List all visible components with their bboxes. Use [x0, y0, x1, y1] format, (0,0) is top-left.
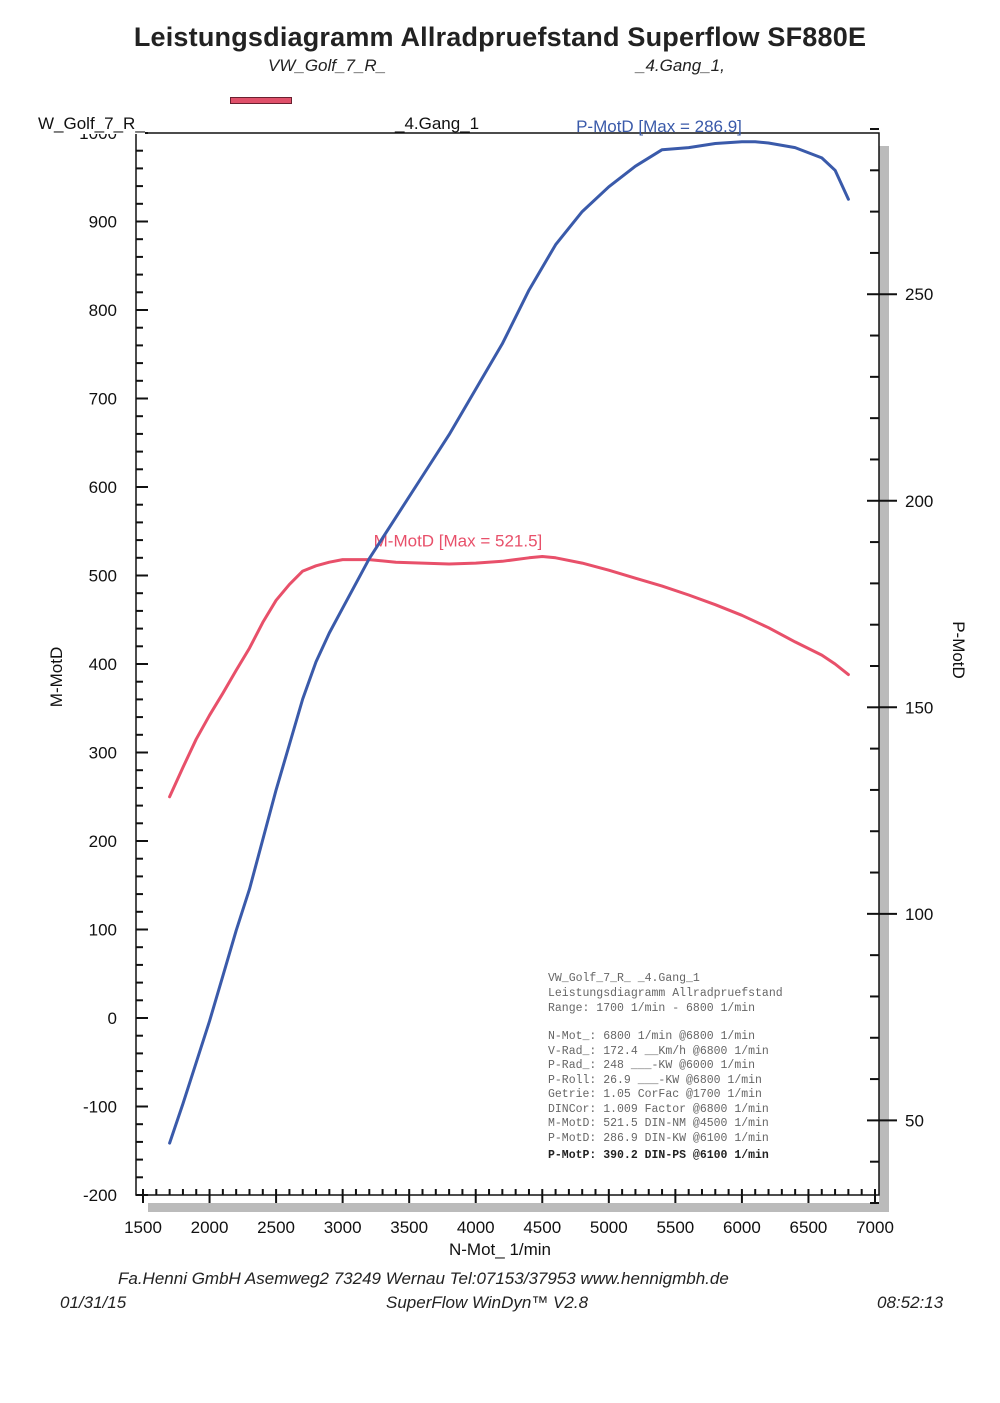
y-left-tick-label: -100 [83, 1098, 117, 1117]
y-right-tick-label: 100 [905, 905, 933, 924]
footer-company: Fa.Henni GmbH Asemweg2 73249 Wernau Tel:… [118, 1269, 729, 1288]
y-left-tick-label: -200 [83, 1186, 117, 1205]
info-row: DINCor: 1.009 Factor @6800 1/min [548, 1103, 769, 1116]
info-highlight-row: P-MotP: 390.2 DIN-PS @6100 1/min [548, 1149, 769, 1162]
info-row: P-Rad_: 248 ___-KW @6000 1/min [548, 1059, 756, 1072]
y-right-tick-label: 150 [905, 698, 933, 717]
x-tick-label: 6500 [790, 1218, 828, 1237]
bottom-axis-strip [148, 1203, 889, 1212]
x-tick-label: 3000 [324, 1218, 362, 1237]
y-left-tick-label: 900 [89, 213, 117, 232]
y-left-axis-title: M-MotD [47, 647, 66, 707]
series-annotation-p-motd: P-MotD [Max = 286.9] [576, 117, 742, 136]
x-tick-label: 5000 [590, 1218, 628, 1237]
y-right-axis-title: P-MotD [949, 621, 968, 679]
series-annotation-m-motd: M-MotD [Max = 521.5] [374, 531, 543, 550]
frame-vehicle-label: W_Golf_7_R_ [38, 114, 145, 134]
info-header-line: Leistungsdiagramm Allradpruefstand [548, 987, 783, 1000]
plot-frame [135, 132, 880, 1196]
info-header-line: VW_Golf_7_R_ _4.Gang_1 [548, 972, 700, 985]
chart-title: Leistungsdiagramm Allradpruefstand Super… [133, 22, 867, 52]
y-left-tick-label: 0 [108, 1009, 117, 1028]
x-tick-label: 2500 [257, 1218, 295, 1237]
gear-subtitle: _4.Gang_1, [636, 56, 725, 75]
info-row: P-MotD: 286.9 DIN-KW @6100 1/min [548, 1132, 769, 1145]
x-axis-title: N-Mot_ 1/min [449, 1240, 551, 1259]
x-tick-label: 3500 [390, 1218, 428, 1237]
x-tick-label: 4500 [523, 1218, 561, 1237]
right-axis-strip [879, 146, 889, 1204]
y-left-tick-label: 200 [89, 832, 117, 851]
x-tick-label: 4000 [457, 1218, 495, 1237]
info-row: N-Mot_: 6800 1/min @6800 1/min [548, 1030, 756, 1043]
legend-swatch [230, 97, 292, 104]
y-left-tick-label: 600 [89, 478, 117, 497]
x-tick-label: 2000 [191, 1218, 229, 1237]
series-line-p-motd [168, 140, 850, 1145]
x-tick-label: 5500 [656, 1218, 694, 1237]
series-line-m-motd [168, 555, 850, 799]
frame-gear-label: _4.Gang_1 [395, 114, 480, 133]
info-row: P-Roll: 26.9 ___-KW @6800 1/min [548, 1074, 762, 1087]
y-right-tick-label: 250 [905, 285, 933, 304]
info-row: Getrie: 1.05 CorFac @1700 1/min [548, 1088, 762, 1101]
info-row: M-MotD: 521.5 DIN-NM @4500 1/min [548, 1117, 769, 1130]
info-row: V-Rad_: 172.4 __Km/h @6800 1/min [548, 1045, 769, 1058]
footer-time: 08:52:13 [877, 1293, 944, 1312]
footer-software: SuperFlow WinDyn™ V2.8 [386, 1293, 589, 1312]
y-left-tick-label: 300 [89, 744, 117, 763]
y-left-tick-label: 100 [89, 921, 117, 940]
vehicle-subtitle: VW_Golf_7_R_ [268, 56, 387, 75]
footer-date: 01/31/15 [60, 1293, 127, 1312]
y-left-tick-label: 700 [89, 390, 117, 409]
y-right-tick-label: 200 [905, 492, 933, 511]
x-tick-label: 7000 [856, 1218, 894, 1237]
y-left-tick-label: 800 [89, 301, 117, 320]
y-left-tick-label: 500 [89, 567, 117, 586]
y-left-tick-label: 400 [89, 655, 117, 674]
y-right-tick-label: 50 [905, 1111, 924, 1130]
info-header-line: Range: 1700 1/min - 6800 1/min [548, 1002, 756, 1015]
x-tick-label: 6000 [723, 1218, 761, 1237]
x-tick-label: 1500 [124, 1218, 162, 1237]
